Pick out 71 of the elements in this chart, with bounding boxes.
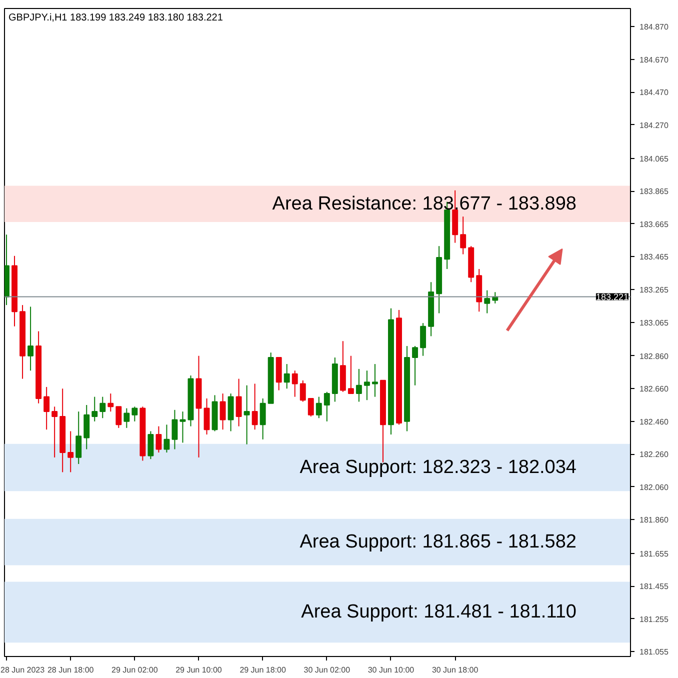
x-tick-label: 28 Jun 2023 xyxy=(0,666,46,674)
candlestick xyxy=(92,396,98,422)
candlestick xyxy=(108,393,114,412)
candlestick xyxy=(132,406,138,422)
candlestick xyxy=(356,368,362,402)
candlestick xyxy=(412,346,418,386)
y-tick-label: 183.665 xyxy=(640,220,669,229)
candlestick xyxy=(68,430,74,473)
y-tick-label: 184.270 xyxy=(640,120,669,130)
band-label: Area Support: 181.481 - 181.110 xyxy=(301,602,577,623)
y-tick-label: 181.455 xyxy=(640,582,669,592)
candlestick xyxy=(28,306,34,372)
candlestick xyxy=(100,396,106,419)
y-tick-label: 182.060 xyxy=(640,482,669,492)
y-tick-label: 183.865 xyxy=(640,187,669,196)
candlestick xyxy=(460,216,466,255)
candlestick xyxy=(244,384,250,445)
x-tick-label: 30 Jun 02:00 xyxy=(304,666,351,674)
candlestick xyxy=(292,370,298,398)
x-tick-label: 29 Jun 02:00 xyxy=(112,666,158,674)
candlestick xyxy=(124,408,130,428)
y-tick-label: 184.870 xyxy=(640,22,669,32)
candlestick xyxy=(348,355,354,394)
y-tick-label: 181.055 xyxy=(640,648,669,657)
y-tick-label: 181.255 xyxy=(640,614,669,624)
x-tick-label: 29 Jun 18:00 xyxy=(240,666,287,674)
y-tick-label: 184.670 xyxy=(640,55,669,64)
candlestick xyxy=(44,386,50,430)
candlestick xyxy=(156,426,162,454)
candlestick xyxy=(220,393,226,430)
chart-title: GBPJPY.i,H1 183.199 183.249 183.180 183.221 xyxy=(8,12,224,24)
candlestick xyxy=(52,406,58,458)
candlestick xyxy=(372,364,378,398)
y-tick-label: 183.465 xyxy=(640,252,669,262)
candlestick xyxy=(228,393,234,432)
candlestick xyxy=(364,370,370,401)
candlestick xyxy=(324,391,330,422)
x-tick-label: 30 Jun 18:00 xyxy=(432,666,479,674)
candlestick xyxy=(252,383,258,430)
candlestick xyxy=(148,430,154,460)
candlestick xyxy=(316,396,322,419)
candlestick xyxy=(180,411,186,444)
y-tick-label: 183.065 xyxy=(640,318,669,328)
y-tick-label: 182.660 xyxy=(640,384,669,394)
y-tick-label: 181.655 xyxy=(640,549,669,558)
y-tick-label: 183.265 xyxy=(640,285,669,294)
band-label: Area Support: 182.323 - 182.034 xyxy=(300,457,577,478)
candlestick xyxy=(484,290,490,314)
y-tick-label: 182.260 xyxy=(640,450,669,460)
candlestick xyxy=(420,322,426,356)
candlestick xyxy=(172,409,178,450)
candlestick xyxy=(84,404,90,450)
y-tick-label: 184.065 xyxy=(640,154,669,164)
candlestick xyxy=(308,398,314,417)
y-tick-label: 184.470 xyxy=(640,88,669,98)
y-tick-label: 181.860 xyxy=(640,516,669,525)
x-tick-label: 28 Jun 18:00 xyxy=(47,666,94,674)
y-tick-label: 182.460 xyxy=(640,417,669,426)
ref-line-label: 183.221 xyxy=(596,292,629,302)
candlestick xyxy=(284,364,290,390)
x-tick-label: 29 Jun 10:00 xyxy=(176,666,222,674)
candlestick xyxy=(204,398,210,435)
candlestick xyxy=(164,424,170,454)
candlestick xyxy=(76,411,82,464)
candlestick xyxy=(300,380,306,402)
band-label: Area Support: 181.865 - 181.582 xyxy=(300,532,577,553)
candlestick xyxy=(260,398,266,440)
y-tick-label: 182.860 xyxy=(640,352,669,361)
candlestick xyxy=(116,406,122,428)
candlestick xyxy=(236,378,242,427)
x-tick-label: 30 Jun 10:00 xyxy=(368,666,415,674)
